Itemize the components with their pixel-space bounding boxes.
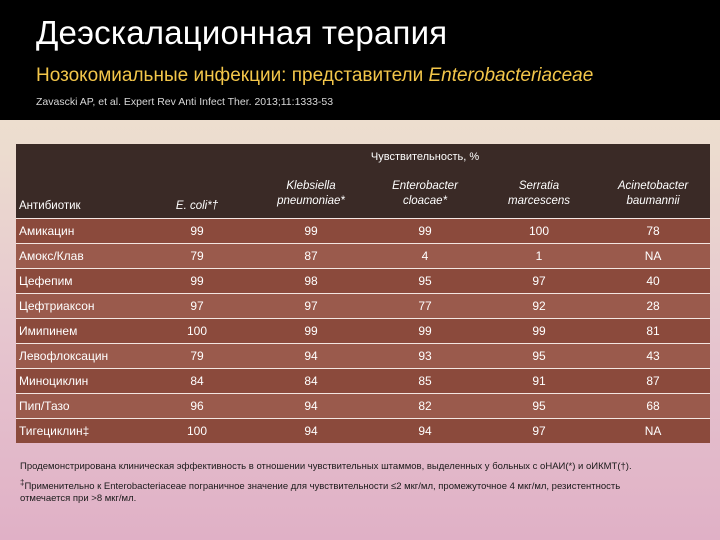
value-cell: 43 <box>596 343 711 369</box>
value-cell: 99 <box>140 218 254 244</box>
value-cell: 81 <box>596 318 711 344</box>
table-row: Амокс/Клав 79 87 4 1 NA <box>16 243 711 269</box>
organism-header: Acinetobacter baumannii <box>596 170 711 219</box>
footnote-breakpoint: ‡Применительно к Enterobacteriaceae погр… <box>20 477 660 505</box>
value-cell: 100 <box>140 318 254 344</box>
value-cell: 95 <box>482 343 596 369</box>
value-cell: 77 <box>368 293 482 319</box>
value-cell: 97 <box>482 268 596 294</box>
value-cell: 99 <box>482 318 596 344</box>
organism-line2: pneumoniae* <box>277 195 345 207</box>
organism-line1: Serratia <box>518 180 560 192</box>
footnote-breakpoint-text: Применительно к Enterobacteriaceae погра… <box>20 481 621 504</box>
value-cell: 28 <box>596 293 711 319</box>
value-cell: 99 <box>368 218 482 244</box>
value-cell: 100 <box>140 418 254 443</box>
value-cell: 93 <box>368 343 482 369</box>
antibiotic-name: Амикацин <box>16 218 140 244</box>
value-cell: 85 <box>368 368 482 394</box>
value-cell: 98 <box>254 268 368 294</box>
organism-header: Klebsiella pneumoniae* <box>254 170 368 219</box>
value-cell: 96 <box>140 393 254 419</box>
value-cell: 40 <box>596 268 711 294</box>
header-empty-cell <box>16 144 140 170</box>
value-cell: 99 <box>140 268 254 294</box>
antibiotic-name: Цефепим <box>16 268 140 294</box>
group-header: Чувствительность, % <box>140 144 711 170</box>
value-cell: 79 <box>140 343 254 369</box>
value-cell: 91 <box>482 368 596 394</box>
value-cell: 95 <box>482 393 596 419</box>
header-row-group: Чувствительность, % <box>16 144 711 170</box>
table-row: Имипинем 100 99 99 99 81 <box>16 318 711 344</box>
value-cell: 78 <box>596 218 711 244</box>
value-cell: 95 <box>368 268 482 294</box>
antibiotic-name: Имипинем <box>16 318 140 344</box>
footnote-efficacy: Продемонстрирована клиническая эффективн… <box>20 461 632 472</box>
value-cell: 87 <box>596 368 711 394</box>
antibiotic-name: Миноциклин <box>16 368 140 394</box>
value-cell: 1 <box>482 243 596 269</box>
value-cell: 68 <box>596 393 711 419</box>
footnote-mark: ‡ <box>20 477 25 487</box>
subtitle-lead: Нозокомиальные инфекции: представители <box>36 65 429 86</box>
subtitle-family: Enterobacteriaceae <box>428 65 594 86</box>
organism-header: E. coli*† <box>140 170 254 219</box>
value-cell: 99 <box>254 318 368 344</box>
organism-line2: baumannii <box>626 195 680 207</box>
table-row: Амикацин 99 99 99 100 78 <box>16 218 711 244</box>
value-cell: 94 <box>254 343 368 369</box>
organism-line1: Enterobacter <box>392 180 458 192</box>
organism-line2: marcescens <box>508 195 570 207</box>
slide-title: Деэскалационная терапия <box>36 14 448 51</box>
value-cell: 84 <box>140 368 254 394</box>
antibiotic-name: Амокс/Клав <box>16 243 140 269</box>
antibiotic-header: Антибиотик <box>16 170 140 219</box>
value-cell: 94 <box>254 418 368 443</box>
value-cell: 97 <box>254 293 368 319</box>
table-row: Цефтриаксон 97 97 77 92 28 <box>16 293 711 319</box>
organism-header: Enterobacter cloacae* <box>368 170 482 219</box>
table-row: Тигециклин‡ 100 94 94 97 NA <box>16 418 711 443</box>
antibiotic-name: Левофлоксацин <box>16 343 140 369</box>
value-cell: 100 <box>482 218 596 244</box>
footnotes: Продемонстрирована клиническая эффективн… <box>20 461 660 513</box>
organism-line1: Acinetobacter <box>617 180 689 192</box>
value-cell: NA <box>596 243 711 269</box>
value-cell: 99 <box>254 218 368 244</box>
value-cell: 84 <box>254 368 368 394</box>
value-cell: 82 <box>368 393 482 419</box>
value-cell: 94 <box>368 418 482 443</box>
organism-line1: E. coli*† <box>175 200 219 212</box>
value-cell: 79 <box>140 243 254 269</box>
value-cell: 99 <box>368 318 482 344</box>
value-cell: 97 <box>482 418 596 443</box>
value-cell: 87 <box>254 243 368 269</box>
organism-line2: cloacae* <box>402 195 448 207</box>
header-row-organisms: Антибиотик E. coli*† Klebsiella pneumonia… <box>16 170 711 219</box>
antibiotic-name: Цефтриаксон <box>16 293 140 319</box>
table-row: Миноциклин 84 84 85 91 87 <box>16 368 711 394</box>
organism-header: Serratia marcescens <box>482 170 596 219</box>
antibiotic-name: Пип/Тазо <box>16 393 140 419</box>
value-cell: NA <box>596 418 711 443</box>
value-cell: 94 <box>254 393 368 419</box>
susceptibility-table: Чувствительность, % Антибиотик E. coli*†… <box>16 144 711 443</box>
value-cell: 97 <box>140 293 254 319</box>
table-row: Цефепим 99 98 95 97 40 <box>16 268 711 294</box>
value-cell: 4 <box>368 243 482 269</box>
antibiotic-name: Тигециклин‡ <box>16 418 140 443</box>
value-cell: 92 <box>482 293 596 319</box>
slide-header: Деэскалационная терапия Нозокомиальные и… <box>0 0 720 120</box>
slide-subtitle: Нозокомиальные инфекции: представители E… <box>36 65 593 87</box>
table-row: Левофлоксацин 79 94 93 95 43 <box>16 343 711 369</box>
organism-line1: Klebsiella <box>286 180 336 192</box>
table-row: Пип/Тазо 96 94 82 95 68 <box>16 393 711 419</box>
citation: Zavascki AP, et al. Expert Rev Anti Infe… <box>36 96 334 108</box>
